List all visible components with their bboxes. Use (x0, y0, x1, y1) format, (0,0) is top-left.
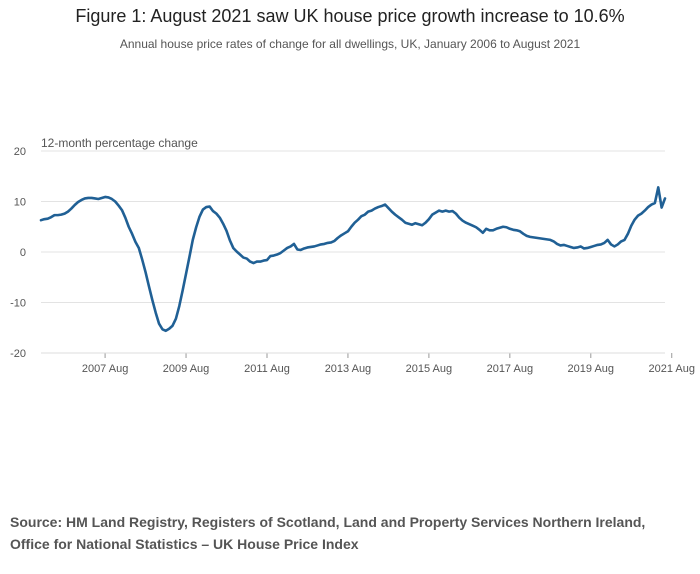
x-tick-label: 2009 Aug (163, 363, 210, 375)
x-tick-label: 2013 Aug (325, 363, 372, 375)
x-axis-ticks: 2007 Aug 2009 Aug 2011 Aug 2013 Aug 2015 Aug… (41, 352, 695, 375)
series-layer (39, 186, 667, 333)
x-tick-label: 2011 Aug (244, 363, 290, 375)
x-tick-label: 2007 Aug (82, 363, 129, 375)
y-tick-label: -20 (10, 348, 26, 360)
x-tick-label: 2021 Aug (648, 363, 695, 375)
y-axis-ticks: 20 10 0 -10 -20 (10, 146, 26, 360)
y-tick-label: 0 (20, 247, 26, 259)
y-tick-label: 20 (14, 146, 26, 158)
source-note: Source: HM Land Registry, Registers of S… (10, 514, 646, 552)
gridlines (41, 150, 665, 354)
x-tick-label: 2017 Aug (487, 363, 534, 375)
y-axis-title: 12-month percentage change (41, 136, 198, 150)
chart-title: Figure 1: August 2021 saw UK house price… (75, 6, 625, 26)
y-tick-label: 10 (14, 197, 26, 209)
x-tick-label: 2019 Aug (568, 363, 615, 375)
y-tick-label: -10 (10, 298, 26, 310)
chart-subtitle: Annual house price rates of change for a… (119, 37, 581, 51)
series-line (39, 186, 667, 333)
line-chart: 20 10 0 -10 -20 2007 Aug 2009 Aug 2011 Aug 2013… (10, 136, 695, 375)
x-tick-label: 2015 Aug (406, 363, 453, 375)
